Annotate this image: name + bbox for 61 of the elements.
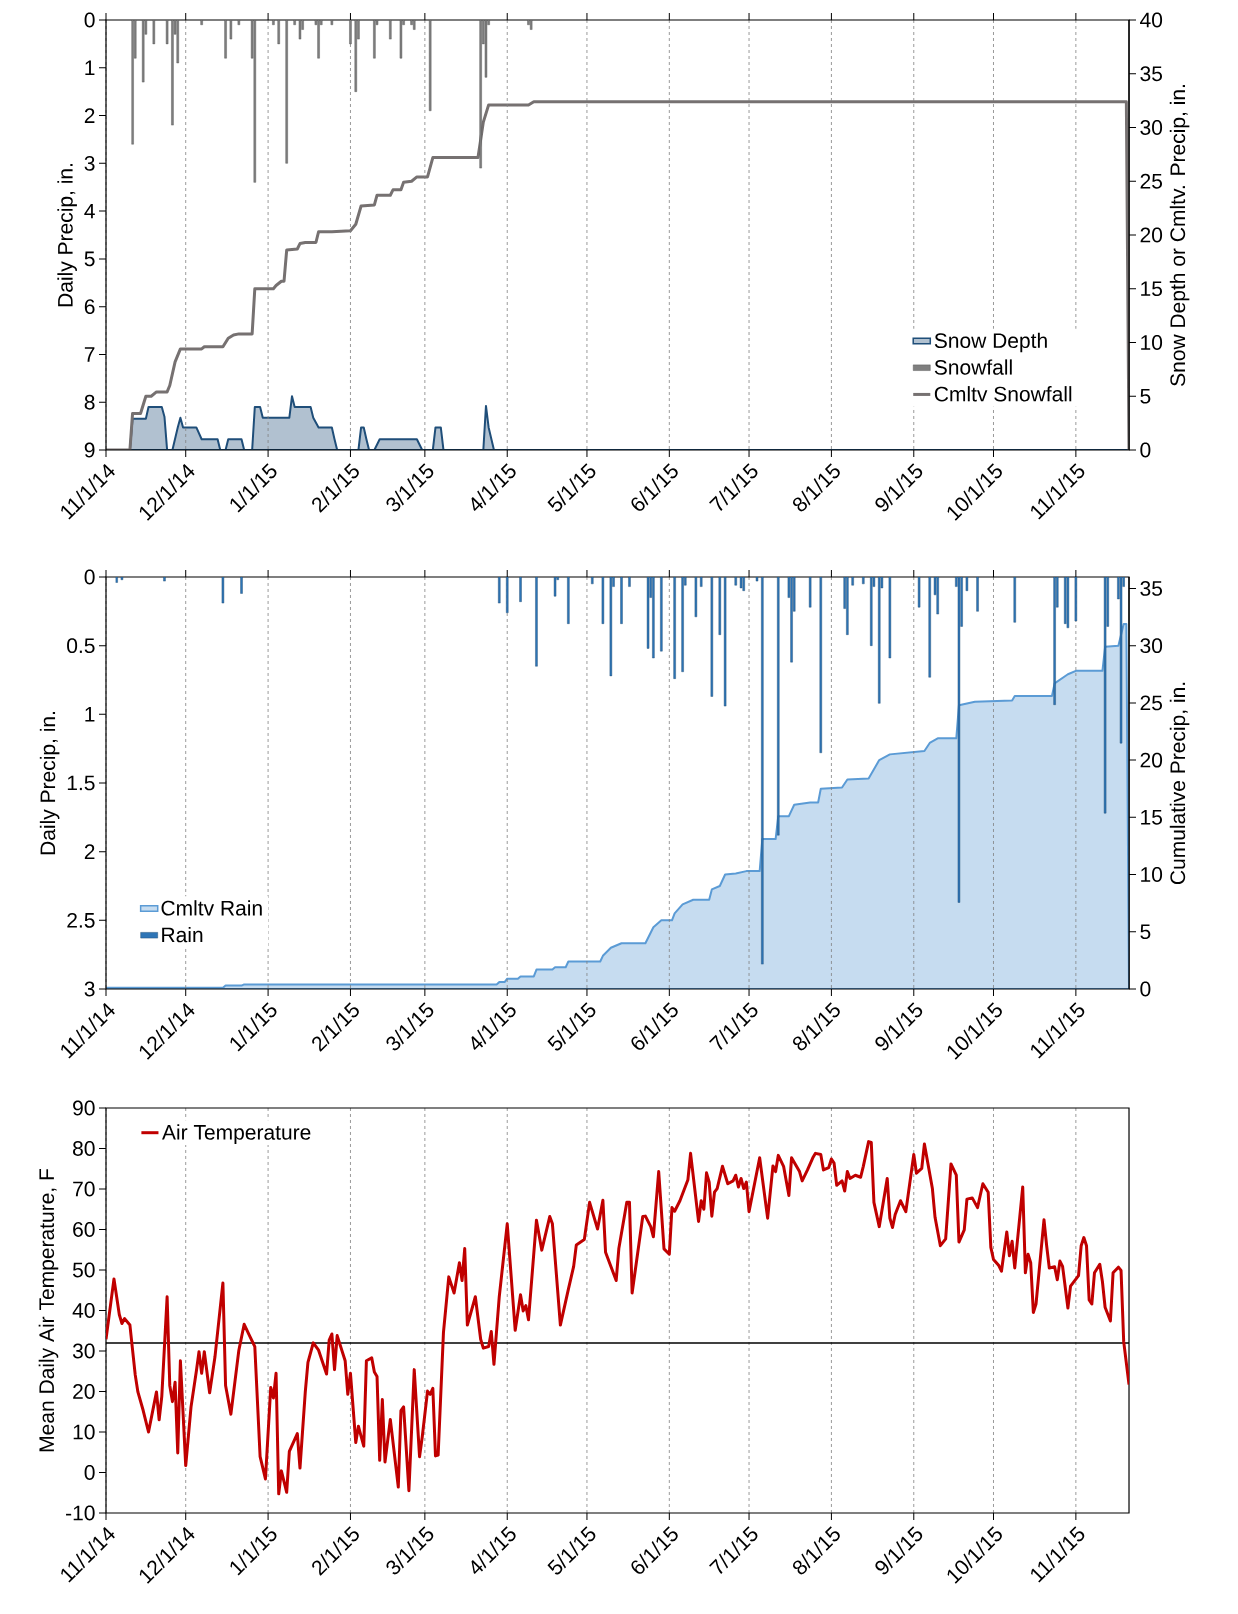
y-tick-label: -10 (66, 1505, 95, 1521)
y2-tick-label: 10 (1141, 335, 1163, 350)
y-tick-label: 0 (84, 569, 95, 585)
y-tick-label: 2 (84, 844, 95, 859)
y-tick-label: 10 (73, 1424, 95, 1440)
y2-tick-label: 5 (1140, 388, 1151, 404)
y-tick-label: 7 (84, 347, 95, 362)
y2-axis-title: Snow Depth or Cmltv. Precip, in. (1169, 85, 1190, 386)
y2-tick-label: 15 (1141, 281, 1163, 297)
y-axis-title: Mean Daily Air Temperature, F (38, 1169, 59, 1452)
legend-label: Rain (162, 926, 203, 943)
y-tick-label: 90 (73, 1100, 95, 1116)
legend-label: Snow Depth (934, 332, 1047, 353)
y-tick-label: 5 (84, 251, 95, 267)
y-tick-label: 9 (84, 442, 95, 458)
legend-label: Cmltv Snowfall (934, 386, 1072, 402)
y2-tick-label: 0 (1140, 442, 1151, 458)
bar (1103, 577, 1107, 814)
y2-axis-title: Cumulative Precip, in. (1169, 682, 1190, 885)
bar (755, 577, 759, 582)
y2-tick-label: 20 (1140, 227, 1163, 243)
bar (1074, 577, 1078, 622)
y-tick-label: 0 (84, 1465, 95, 1480)
y2-tick-label: 5 (1140, 924, 1151, 940)
y2-tick-label: 10 (1141, 867, 1163, 882)
y2-tick-label: 35 (1140, 66, 1163, 82)
y-tick-label: 2 (84, 108, 95, 123)
y2-tick-label: 40 (1140, 12, 1163, 28)
y2-tick-label: 25 (1140, 173, 1163, 189)
y-tick-label: 30 (72, 1343, 95, 1359)
y-tick-label: 8 (84, 394, 95, 410)
y-tick-label: 3 (84, 155, 95, 171)
legend-label: Snowfall (934, 359, 1012, 375)
legend-label: Cmltv Rain (161, 900, 262, 916)
line-series (106, 100, 1130, 450)
bar (734, 577, 737, 586)
y2-tick-label: 20 (1140, 752, 1163, 768)
y2-tick-label: 30 (1140, 638, 1163, 654)
y-tick-label: 0.5 (67, 638, 95, 654)
y-tick-label: 1.5 (67, 775, 95, 791)
y-tick-label: 6 (84, 299, 95, 315)
y-tick-label: 1 (85, 707, 95, 722)
y2-tick-label: 0 (1140, 981, 1151, 997)
y2-tick-label: 30 (1140, 120, 1163, 135)
y-tick-label: 2.5 (67, 912, 95, 928)
y2-tick-label: 15 (1141, 810, 1163, 825)
y2-tick-label: 25 (1140, 695, 1163, 711)
y-axis-title: Daily Precip, in. (57, 164, 77, 307)
y-tick-label: 80 (73, 1141, 95, 1156)
legend-label: Air Temperature (162, 1124, 311, 1144)
y-tick-label: 3 (84, 981, 95, 997)
y-tick-label: 40 (72, 1303, 95, 1318)
y-tick-label: 20 (73, 1384, 95, 1399)
y-tick-label: 60 (73, 1222, 95, 1237)
y-tick-label: 4 (84, 203, 95, 219)
y-tick-label: 50 (72, 1262, 95, 1278)
y-tick-label: 70 (73, 1181, 95, 1197)
y2-tick-label: 35 (1140, 581, 1163, 596)
y-axis-title: Daily Precip, in. (39, 712, 60, 855)
y-tick-label: 1 (85, 60, 95, 75)
y-tick-label: 0 (84, 12, 95, 28)
